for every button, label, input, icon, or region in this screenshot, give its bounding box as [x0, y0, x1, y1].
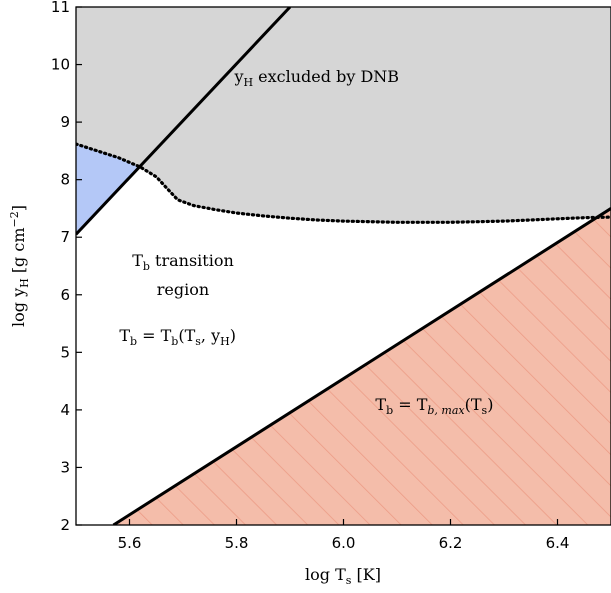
- x-tick-label: 5.8: [225, 534, 249, 552]
- x-axis-label: log Ts [K]: [305, 565, 381, 587]
- x-axis: 5.6 5.8 6.0 6.2 6.4: [118, 519, 570, 552]
- y-tick-label: 11: [51, 0, 70, 16]
- blue-region: [76, 144, 140, 235]
- dnb-dotted-line: [76, 142, 611, 224]
- y-tick-label: 7: [60, 228, 70, 246]
- y-axis: 2 3 4 5 6 7 8 9 10 11: [51, 0, 82, 534]
- transition-annotation: Tb transition: [132, 251, 234, 273]
- x-tick-label: 5.6: [118, 534, 142, 552]
- y-tick-label: 6: [60, 286, 70, 304]
- x-tick-label: 6.0: [332, 534, 356, 552]
- y-axis-label: log yH [g cm−2]: [8, 205, 31, 327]
- tb-max-annotation: Tb = Tb, max(Ts): [375, 395, 493, 417]
- y-tick-label: 8: [60, 171, 70, 189]
- y-tick-label: 5: [60, 343, 70, 361]
- y-tick-label: 4: [60, 401, 70, 419]
- dnb-annotation: yH excluded by DNB: [233, 67, 399, 89]
- upper-solid-line: [76, 7, 292, 236]
- y-tick-label: 2: [60, 516, 70, 534]
- dnb-excluded-region: [76, 7, 611, 223]
- tb-function-annotation: Tb = Tb(Ts, yH): [119, 326, 236, 348]
- y-tick-label: 9: [60, 113, 70, 131]
- x-tick-label: 6.4: [546, 534, 570, 552]
- lower-solid-line: [112, 207, 611, 525]
- plot-area: [76, 7, 611, 525]
- region-annotation: region: [157, 280, 209, 299]
- y-tick-label: 10: [51, 56, 70, 74]
- x-tick-label: 6.2: [439, 534, 463, 552]
- y-tick-label: 3: [60, 458, 70, 476]
